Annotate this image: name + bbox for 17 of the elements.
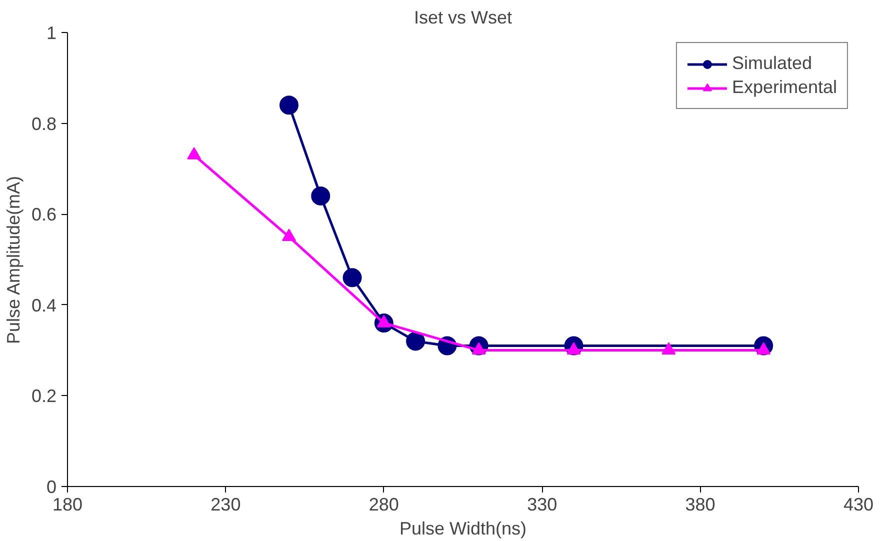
legend-label: Simulated <box>732 53 812 74</box>
y-axis-title: Pulse Amplitude(mA) <box>3 176 24 344</box>
y-tick-label: 0 <box>46 477 57 497</box>
y-tick-label: 0.4 <box>31 295 57 316</box>
x-tick-label: 230 <box>210 494 241 514</box>
x-tick-label: 380 <box>685 494 716 514</box>
x-tick-label: 280 <box>368 494 399 514</box>
legend-label: Experimental <box>732 77 837 98</box>
x-tick-label: 430 <box>843 494 874 514</box>
y-tick-label: 0.8 <box>31 114 57 134</box>
x-tick-label: 330 <box>527 494 558 514</box>
chart-title: Iset vs Wset <box>414 8 512 28</box>
x-axis-title: Pulse Width(ns) <box>399 518 527 538</box>
y-tick-label: 1 <box>46 23 57 43</box>
y-tick-label: 0.6 <box>31 204 57 225</box>
y-tick-label: 0.2 <box>31 386 57 406</box>
x-tick-label: 180 <box>52 494 83 514</box>
